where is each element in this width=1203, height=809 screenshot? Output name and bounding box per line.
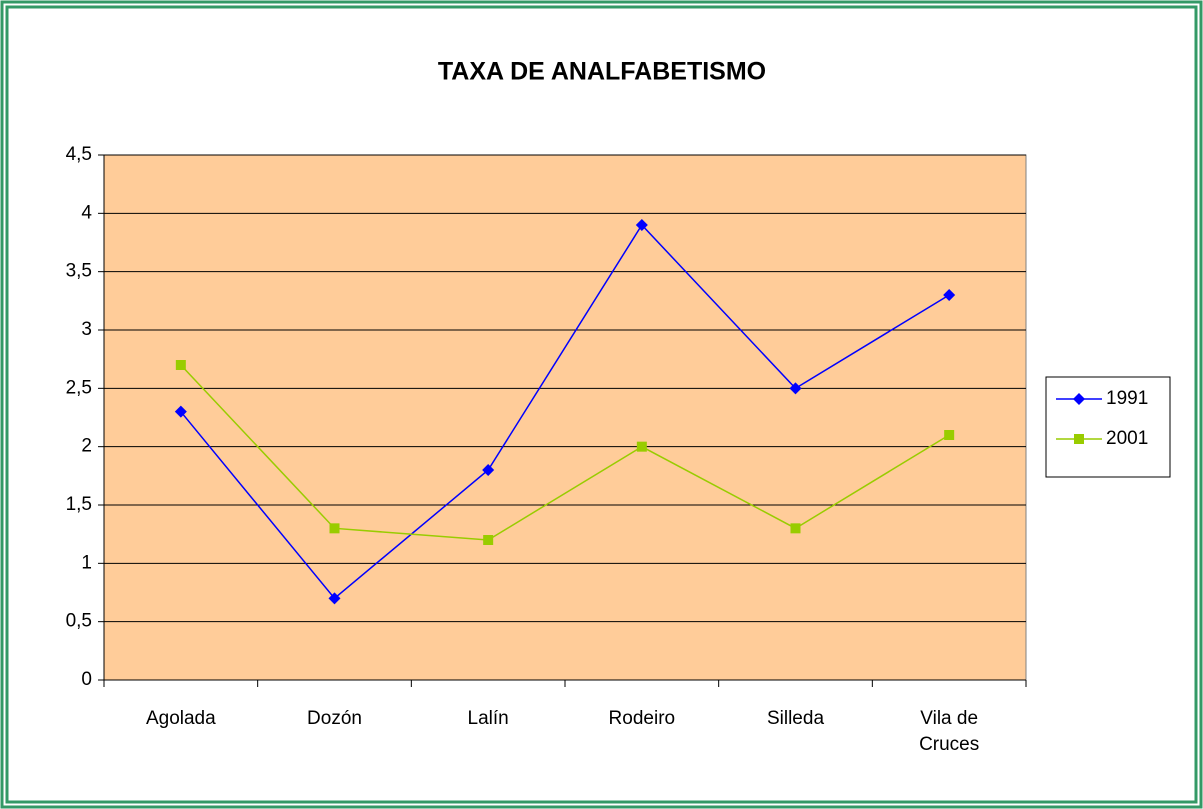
y-tick-label: 3 <box>81 319 92 340</box>
legend-marker <box>1074 434 1084 444</box>
y-tick-label: 0,5 <box>66 611 92 632</box>
inner-border <box>5 5 1198 804</box>
legend-marker <box>1073 393 1085 405</box>
x-tick-label: Lalín <box>467 708 509 729</box>
chart-title: TAXA DE ANALFABETISMO <box>438 58 766 86</box>
y-tick-label: 4 <box>81 202 92 223</box>
data-point <box>636 441 647 452</box>
data-point <box>790 523 801 534</box>
data-point <box>789 382 802 395</box>
y-tick-label: 1 <box>81 552 92 573</box>
data-point <box>483 535 494 545</box>
plot-area <box>103 154 1027 681</box>
y-tick-label: 4,5 <box>66 144 92 165</box>
data-point <box>943 289 956 301</box>
data-point <box>482 464 495 476</box>
data-point <box>329 523 340 534</box>
y-tick-label: 1,5 <box>66 494 92 515</box>
y-tick-label: 3,5 <box>66 261 92 282</box>
y-tick-label: 2 <box>81 436 92 457</box>
data-point <box>174 405 187 418</box>
data-point <box>175 360 186 370</box>
x-tick-label: Agolada <box>145 708 216 729</box>
legend-label: 2001 <box>1106 428 1148 449</box>
x-tick-label: Dozón <box>307 708 362 729</box>
x-tick-label: Vila de Cruces <box>919 708 980 755</box>
legend-label: 1991 <box>1106 388 1148 409</box>
series-line <box>180 223 950 600</box>
y-tick-label: 0 <box>81 669 92 690</box>
x-tick-label: Rodeiro <box>608 708 676 729</box>
y-tick-label: 2,5 <box>66 377 92 398</box>
legend-box <box>1045 376 1171 478</box>
data-point <box>328 592 341 605</box>
data-point <box>944 430 955 440</box>
series-line <box>180 364 950 541</box>
data-point <box>635 219 648 231</box>
x-tick-label: Silleda <box>766 708 825 729</box>
